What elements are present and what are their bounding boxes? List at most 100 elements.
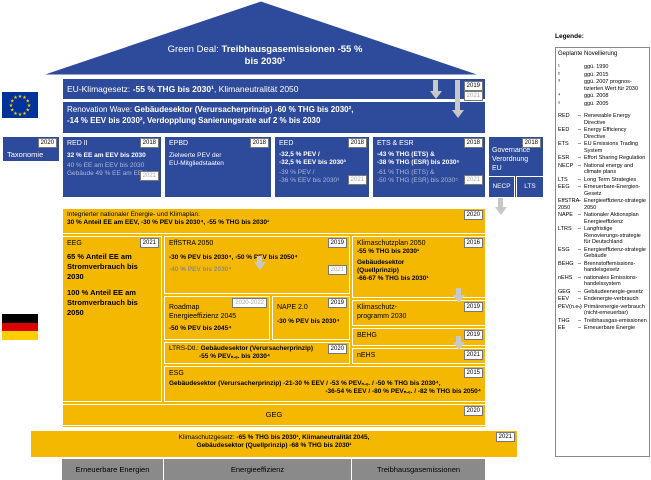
legend-key: ⁵ — [558, 100, 561, 107]
legend-abbreviations: RED – Renewable Energy Directive EED – Energy… — [558, 113, 647, 332]
arrow-down-icon — [453, 342, 465, 350]
nekp-box: 2020 Integrierter nationaler Energie- un… — [62, 208, 486, 234]
ets-planned: -61 % THG (ETS) & — [377, 169, 435, 176]
legend-key: LTS — [558, 176, 568, 183]
eu-stars-icon: ★ ★★★★★★★★★★★ — [9, 94, 32, 118]
legend: Legende: — [555, 33, 651, 47]
arrow-stem — [498, 198, 503, 208]
year-badge: 2019 — [327, 238, 347, 248]
red2-title: RED II — [67, 140, 88, 147]
legend-key: ⁴ — [558, 93, 561, 99]
legend-key: BEHG — [558, 260, 574, 267]
legend-dash: – — [578, 303, 582, 310]
eed-target: -32,5 % EEV bis 2030³ — [279, 159, 346, 166]
year-badge: 2018 — [463, 138, 483, 148]
legend-value: Erneuerbare Energie — [584, 325, 636, 331]
effstra-planned: -40 % PEV bis 2030⁴ — [169, 266, 232, 273]
legend-key: EE — [558, 325, 566, 331]
klimaschutzplan-sector-target: -66-67 % THG bis 2030¹ — [357, 275, 429, 282]
governance-title: Governance — [492, 147, 531, 154]
year-badge: 2021 — [463, 91, 483, 101]
pillar-energieeffizienz: Energieeffizienz — [164, 459, 352, 480]
arrow-stem — [456, 288, 461, 296]
eu-star-icon: ★ — [13, 95, 18, 101]
arrow-stem — [433, 80, 438, 92]
ltrs-target: -55 % PEVₙ.ₑ. bis 2030⁴ — [199, 353, 271, 360]
klimaschutzplan-sector: Gebäudesektor — [357, 259, 405, 266]
year-badge: 2016 — [463, 238, 483, 248]
year-badge: 2019 — [327, 298, 347, 308]
ksg-label: Klimaschutzgesetz: — [178, 434, 237, 441]
eed-planned: -39 % PEV / — [279, 169, 315, 176]
year-badge: 2020-2022 — [232, 298, 267, 308]
eed-target: -32,5 % PEV / — [279, 151, 320, 158]
ets-target: -38 % THG (ESR) bis 2030⁵ — [377, 159, 460, 166]
geg-box: 2020 GEG — [62, 404, 486, 426]
legend-title: Legende: — [555, 33, 584, 40]
esg-target: Gebäudesektor (Verursacherprinzip) -21-3… — [169, 380, 441, 387]
eu-star-icon: ★ — [9, 103, 14, 109]
arrow-down-icon — [254, 262, 266, 270]
legend-value: ggü. 2008 — [584, 93, 609, 99]
legend-row: THG – Treibhausgas-emissionen — [558, 318, 647, 325]
year-badge: 2019 — [463, 330, 483, 340]
year-badge: 2018 — [521, 138, 541, 148]
legend-value: Treibhausgas-emissionen — [584, 317, 647, 324]
roadmap-target: -50 % PEV bis 2045⁴ — [169, 325, 232, 332]
eu-star-icon: ★ — [26, 99, 31, 105]
legend-row: EEV – Endenergie-verbrauch — [558, 296, 647, 303]
nape-box: 2019 NAPE 2.0 -30 % PEV bis 2030⁴ — [272, 296, 350, 340]
esg-target: -36-54 % EEV / -80 % PEVₙ.ₑ. / -82 % THG… — [325, 388, 481, 395]
legend-row: LTRS – Langfristige Renovierungs-strategie… — [558, 226, 647, 246]
klimaschutzplan-title: Klimaschutzplan 2050 — [357, 240, 426, 247]
red2-planned-target: 40 % EE am EEV bis 2030 — [67, 162, 145, 169]
taxonomie-box: 2020 Taxonomie — [2, 136, 60, 162]
esg-title: ESG — [169, 370, 184, 377]
epbd-line: Zielwerte PEV der — [169, 152, 222, 159]
legend-key: NECP — [558, 162, 574, 169]
epbd-box: 2018 EPBD Zielwerte PEV der EU-Mitglieds… — [164, 136, 272, 198]
eeg-target-line: Stromverbrauch bis — [67, 298, 138, 307]
eed-title: EED — [279, 140, 294, 147]
nehs-title: nEHS — [357, 352, 376, 359]
eeg-target-line: 2050 — [67, 308, 84, 317]
behg-title: BEHG — [357, 332, 377, 339]
roadmap-title: Roadmap — [169, 304, 200, 311]
legend-row: ² ggü. 2015 — [558, 72, 647, 79]
arrow-down-icon — [453, 295, 465, 303]
legend-value: Nationaler Aktionsplan Energieeffizienz — [584, 212, 639, 225]
ltrs-label: LTRS-Dtl.: — [169, 345, 199, 352]
eu-star-icon: ★ — [18, 94, 23, 100]
legend-key: NAPE — [558, 212, 573, 218]
legend-dash: – — [578, 127, 582, 133]
legend-dash: – — [578, 184, 582, 190]
legend-dash: – — [578, 176, 582, 183]
legend-value: ggü. 2015 — [584, 71, 609, 78]
eu-star-icon: ★ — [22, 111, 27, 117]
nape-target: -30 % PEV bis 2030⁴ — [277, 318, 340, 325]
legend-key: ² — [558, 71, 560, 78]
nape-title: NAPE 2.0 — [277, 304, 308, 311]
legend-dash: – — [578, 162, 582, 169]
klimaschutzplan-target: -55 % THG bis 2030¹ — [357, 248, 420, 255]
eu-star-icon: ★ — [22, 95, 27, 101]
legend-value: Energieeffizienz-strategie 2050 — [584, 198, 646, 211]
effstra-box: 2019 EffSTRA 2050 -30 % PEV bis 2030⁴, -… — [164, 236, 350, 294]
ksg-sector-target: Gebäudesektor (Quellprinzip) -68 % THG b… — [196, 442, 352, 449]
legend-dash: – — [578, 198, 582, 204]
red2-box: 2018 RED II 32 % EE am EEV bis 2030 40 %… — [62, 136, 162, 198]
legend-key: ESR — [558, 155, 570, 161]
effstra-title: EffSTRA 2050 — [169, 240, 214, 247]
legend-row: GEG – Gebäudeenergie-gesetz — [558, 289, 647, 296]
legend-key: ESG — [558, 246, 570, 253]
nehs-box: 2021 nEHS — [352, 348, 486, 364]
klimaschutzprogramm-box: 2019 Klimaschutz- programm 2030 — [352, 300, 486, 326]
legend-key: EEV — [558, 296, 570, 302]
klimaschutzplan-box: 2016 Klimaschutzplan 2050 -55 % THG bis … — [352, 236, 486, 298]
legend-row: RED – Renewable Energy Directive — [558, 113, 647, 126]
ltrs-sector: Gebäudesektor (Verursacherprinzip) — [200, 345, 314, 352]
legend-dash: – — [578, 226, 582, 232]
legend-row: ⁵ ggü. 2005 — [558, 101, 647, 108]
legend-row: EffSTRA 2050– Energieeffizienz-strategie … — [558, 198, 647, 211]
ksg-target: -65 % THG bis 2030¹, Klimaneutralität 20… — [236, 434, 370, 441]
